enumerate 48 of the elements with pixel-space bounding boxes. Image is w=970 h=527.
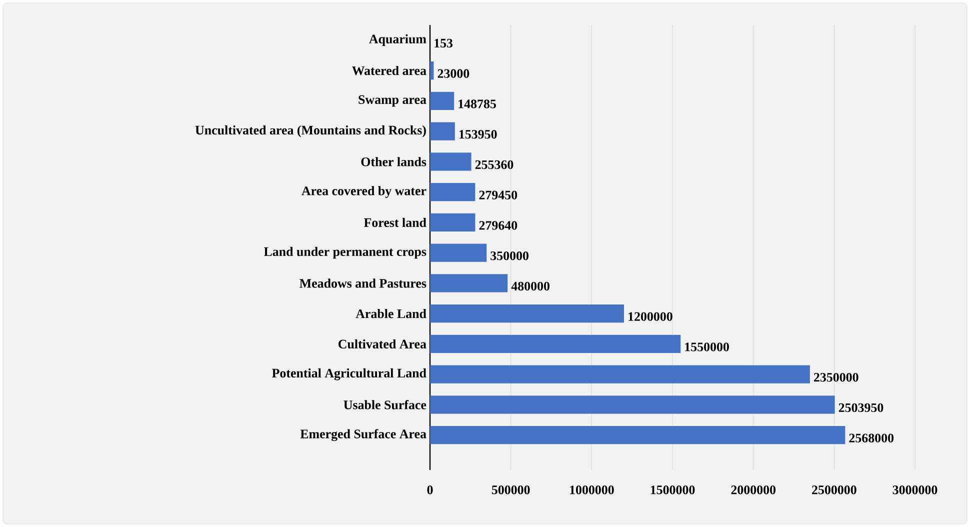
y-tick-label: Uncultivated area (Mountains and Rocks) — [195, 125, 426, 138]
y-tick-label: Cultivated Area — [338, 339, 426, 349]
bar — [430, 426, 846, 444]
y-tick-label: Land under permanent crops — [264, 246, 426, 259]
y-tick-label: Usable Surface — [344, 400, 426, 410]
y-tick-label: Swamp area — [358, 95, 426, 107]
x-tick-label: 2500000 — [812, 486, 856, 494]
data-label: 255360 — [475, 160, 514, 170]
bar — [430, 396, 835, 414]
y-tick-label: Emerged Surface Area — [300, 429, 426, 442]
data-label: 350000 — [490, 251, 528, 260]
y-tick-label: Arable Land — [356, 309, 426, 318]
x-tick-label: 500000 — [492, 486, 530, 494]
bar — [430, 274, 508, 292]
data-label: 279640 — [479, 221, 518, 230]
bar — [430, 244, 487, 262]
y-tick-label: Meadows and Pastures — [300, 278, 426, 288]
bar — [430, 152, 472, 171]
data-label: 153950 — [459, 130, 497, 139]
data-label: 2503950 — [838, 403, 884, 412]
data-label: 148785 — [458, 100, 496, 108]
data-label: 2350000 — [814, 372, 858, 382]
y-tick-label: Watered area — [352, 66, 426, 76]
data-label: 480000 — [511, 282, 550, 291]
data-label: 23000 — [438, 69, 470, 78]
bar — [430, 304, 624, 323]
bar — [430, 182, 476, 202]
data-label: 1200000 — [628, 312, 672, 321]
x-tick-label: 3000000 — [892, 486, 938, 494]
data-label: 279450 — [479, 190, 518, 200]
bar — [430, 334, 681, 354]
y-tick-label: Aquarium — [369, 34, 426, 46]
data-label: 2568000 — [849, 434, 894, 442]
data-label: 1550000 — [685, 342, 729, 352]
y-tick-label: Area covered by water — [302, 186, 426, 198]
bar — [430, 61, 434, 80]
bar — [430, 365, 810, 384]
x-tick-label: 0 — [427, 486, 433, 494]
y-tick-label: Forest land — [364, 218, 426, 227]
bar — [430, 122, 455, 140]
y-tick-label: Other lands — [361, 157, 426, 166]
y-tick-label: Potential Agricultural Land — [272, 368, 426, 380]
bar — [430, 213, 476, 232]
x-tick-label: 1500000 — [650, 486, 695, 494]
x-tick-label: 1000000 — [570, 486, 614, 494]
data-label: 153 — [434, 38, 453, 48]
bar — [430, 92, 454, 110]
x-tick-label: 2000000 — [731, 486, 776, 494]
